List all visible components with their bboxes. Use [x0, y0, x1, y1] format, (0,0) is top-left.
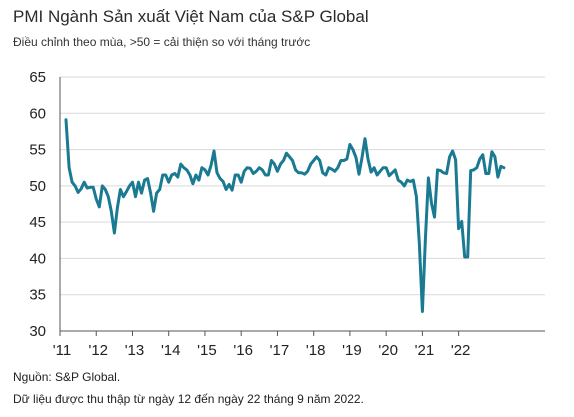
- x-tick-label: '16: [233, 342, 253, 359]
- x-tick-label: '19: [342, 342, 362, 359]
- y-tick-label: 45: [29, 214, 46, 231]
- y-tick-label: 30: [29, 323, 46, 340]
- x-tick-label: '21: [415, 342, 435, 359]
- x-tick-label: '18: [306, 342, 326, 359]
- x-tick-label: '15: [197, 342, 217, 359]
- x-tick-label: '13: [125, 342, 145, 359]
- y-tick-label: 55: [29, 142, 46, 159]
- grid-layer: [60, 76, 545, 296]
- y-axis: 30 35 40 45 50 55 60 65: [29, 69, 61, 340]
- data-collection-note: Dữ liệu được thu thập từ ngày 12 đến ngà…: [13, 392, 364, 406]
- x-tick-label: '12: [88, 342, 108, 359]
- x-tick-label: '14: [161, 342, 181, 359]
- y-tick-label: 65: [29, 69, 46, 86]
- series-line-0: [64, 118, 506, 313]
- x-tick-label: '17: [270, 342, 290, 359]
- x-tick-label: '11: [53, 342, 71, 359]
- source-note: Nguồn: S&P Global.: [13, 370, 121, 384]
- y-tick-label: 35: [29, 287, 46, 304]
- x-tick-label: '20: [378, 342, 398, 359]
- chart-subtitle: Điều chỉnh theo mùa, >50 = cải thiện so …: [13, 35, 311, 49]
- series-layer: [64, 118, 506, 313]
- x-tick-label: '22: [451, 342, 471, 359]
- chart-title: PMI Ngành Sản xuất Việt Nam của S&P Glob…: [13, 7, 369, 26]
- y-tick-label: 50: [29, 178, 46, 195]
- x-axis: '11 '12 '13 '14 '15 '16 '17 '18 '19 '20 '21 '22: [53, 330, 545, 359]
- y-tick-label: 40: [29, 250, 46, 267]
- y-tick-label: 60: [29, 105, 46, 122]
